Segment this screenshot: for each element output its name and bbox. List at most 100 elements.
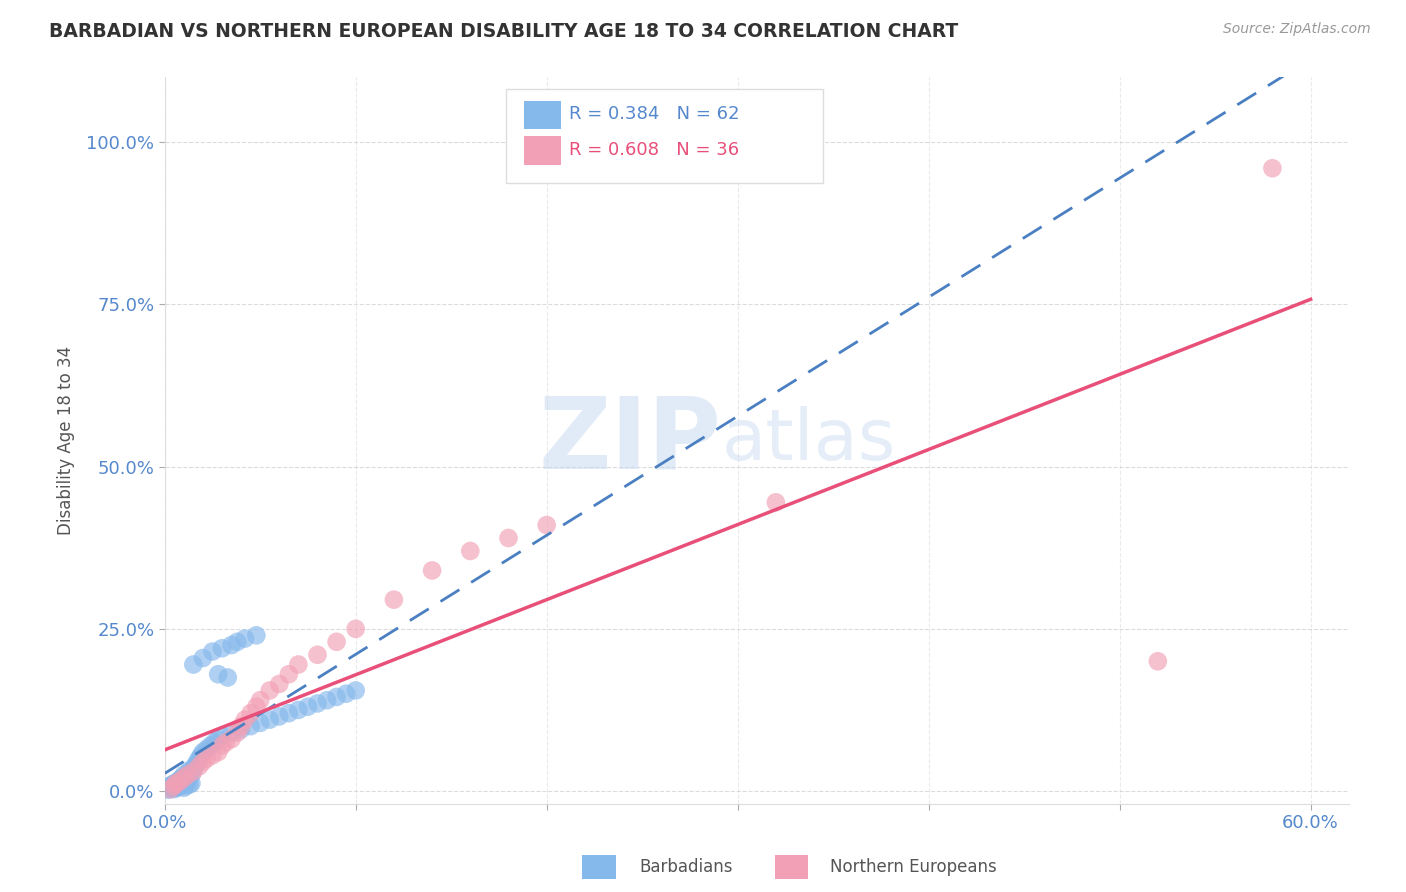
Point xyxy=(245,628,267,642)
Point xyxy=(307,697,329,711)
Point xyxy=(277,667,299,681)
Point xyxy=(176,768,198,782)
Point xyxy=(382,592,405,607)
Point xyxy=(169,779,191,793)
Text: BARBADIAN VS NORTHERN EUROPEAN DISABILITY AGE 18 TO 34 CORRELATION CHART: BARBADIAN VS NORTHERN EUROPEAN DISABILIT… xyxy=(49,22,959,41)
Point xyxy=(179,764,201,778)
Point xyxy=(159,782,181,797)
Point xyxy=(159,781,181,796)
Point xyxy=(188,759,211,773)
Point xyxy=(170,771,193,785)
Point xyxy=(458,544,481,558)
Point xyxy=(536,518,558,533)
Text: Source: ZipAtlas.com: Source: ZipAtlas.com xyxy=(1223,22,1371,37)
Point xyxy=(269,709,291,723)
Point xyxy=(163,780,186,794)
Point xyxy=(173,768,195,782)
Point xyxy=(162,780,184,795)
Point xyxy=(245,699,267,714)
Point xyxy=(211,641,233,656)
Point xyxy=(201,644,224,658)
Point xyxy=(170,778,193,792)
Point xyxy=(176,774,198,789)
Point xyxy=(287,703,309,717)
Point xyxy=(287,657,309,672)
Point xyxy=(249,715,271,730)
Point xyxy=(233,713,256,727)
Point xyxy=(1146,654,1168,668)
Point xyxy=(173,771,195,785)
Point xyxy=(344,622,367,636)
Point xyxy=(184,758,207,772)
Point xyxy=(226,725,249,739)
Point xyxy=(174,779,197,793)
Point xyxy=(221,732,243,747)
Point xyxy=(167,780,190,794)
Text: atlas: atlas xyxy=(721,406,896,475)
Point xyxy=(159,779,181,793)
Text: R = 0.384   N = 62: R = 0.384 N = 62 xyxy=(569,105,740,123)
Point xyxy=(195,751,218,765)
Point xyxy=(207,745,229,759)
Text: R = 0.608   N = 36: R = 0.608 N = 36 xyxy=(569,141,740,159)
Point xyxy=(188,751,211,765)
Point xyxy=(173,780,195,795)
Point xyxy=(162,778,184,792)
Point xyxy=(157,782,180,797)
Point xyxy=(163,776,186,790)
Point xyxy=(307,648,329,662)
Point xyxy=(215,735,238,749)
Point xyxy=(1261,161,1284,176)
Point xyxy=(325,635,347,649)
Point xyxy=(165,776,187,790)
Point xyxy=(179,778,201,792)
Point xyxy=(165,780,187,795)
Point xyxy=(344,683,367,698)
Point xyxy=(226,635,249,649)
Point xyxy=(221,725,243,739)
Y-axis label: Disability Age 18 to 34: Disability Age 18 to 34 xyxy=(58,346,75,535)
Point xyxy=(176,765,198,780)
Point xyxy=(200,739,222,753)
Point xyxy=(190,748,212,763)
Point xyxy=(174,770,197,784)
Point xyxy=(163,782,186,797)
Point xyxy=(249,693,271,707)
Text: Northern Europeans: Northern Europeans xyxy=(830,858,997,876)
Point xyxy=(183,761,205,775)
Point xyxy=(195,742,218,756)
Point xyxy=(191,651,214,665)
Point xyxy=(420,564,443,578)
Point xyxy=(277,706,299,721)
Point xyxy=(233,632,256,646)
Point xyxy=(229,723,252,737)
Point xyxy=(202,735,225,749)
Point xyxy=(221,638,243,652)
Point xyxy=(239,706,262,721)
Point xyxy=(207,732,229,747)
Point xyxy=(765,495,787,509)
Point xyxy=(180,776,202,790)
Point xyxy=(498,531,520,545)
Point xyxy=(211,729,233,743)
Point xyxy=(183,657,205,672)
Point xyxy=(169,772,191,787)
Point xyxy=(207,667,229,681)
Text: ZIP: ZIP xyxy=(538,392,721,489)
Point xyxy=(211,739,233,753)
Point xyxy=(180,768,202,782)
Point xyxy=(163,779,186,793)
Point xyxy=(239,719,262,733)
Point xyxy=(191,745,214,759)
Point xyxy=(169,774,191,789)
Point xyxy=(316,693,339,707)
Point xyxy=(167,774,190,789)
Point xyxy=(173,776,195,790)
Point xyxy=(325,690,347,704)
Point xyxy=(201,748,224,763)
Point xyxy=(229,719,252,733)
Point xyxy=(191,755,214,769)
Point xyxy=(259,713,281,727)
Point xyxy=(269,677,291,691)
Point xyxy=(297,699,319,714)
